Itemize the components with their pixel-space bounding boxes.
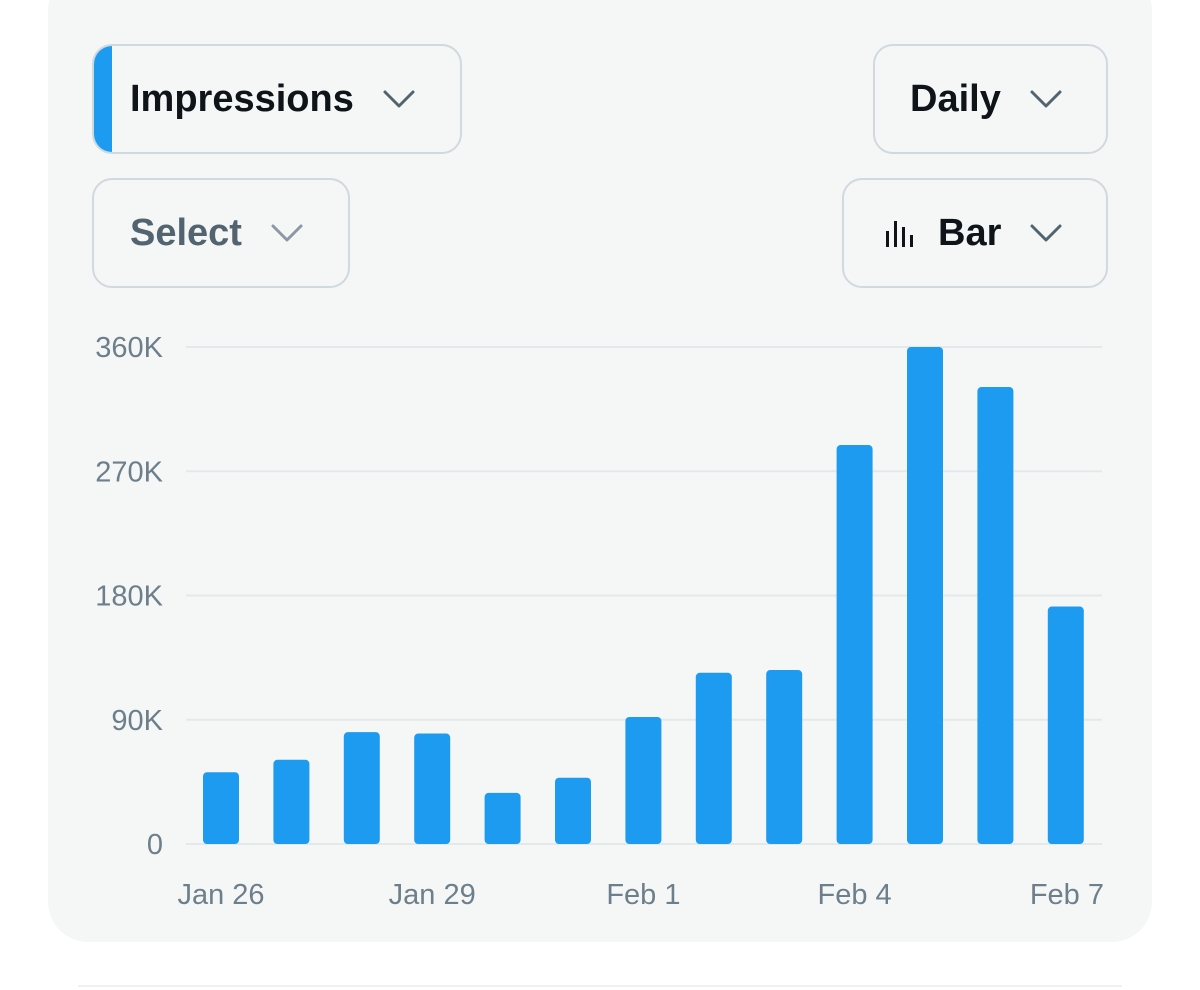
y-tick-label: 90K bbox=[111, 705, 163, 737]
chevron-down-icon bbox=[383, 90, 415, 108]
y-tick-label: 360K bbox=[95, 332, 163, 364]
bar-feb-4 bbox=[836, 445, 873, 844]
x-tick-label: Jan 26 bbox=[177, 879, 264, 911]
x-tick-label: Jan 29 bbox=[389, 879, 476, 911]
y-tick-label: 270K bbox=[95, 456, 163, 488]
metric-accent-bar bbox=[94, 46, 112, 152]
y-tick-label: 180K bbox=[95, 581, 163, 613]
metric-dropdown[interactable]: Impressions bbox=[92, 44, 462, 154]
bars bbox=[203, 347, 1084, 844]
bar-feb-1 bbox=[625, 716, 662, 844]
bar-jan-31 bbox=[555, 777, 591, 844]
bar-feb-2 bbox=[695, 672, 732, 844]
chart-type-dropdown-label: Bar bbox=[938, 211, 1002, 254]
filter-dropdown-label: Select bbox=[130, 211, 242, 254]
period-dropdown[interactable]: Daily bbox=[873, 44, 1108, 154]
bar-jan-27 bbox=[273, 759, 310, 844]
chevron-down-icon bbox=[1030, 90, 1062, 108]
bar-feb-5 bbox=[907, 347, 943, 844]
x-tick-label: Feb 1 bbox=[606, 879, 680, 911]
section-divider bbox=[78, 985, 1122, 987]
bar-chart-icon bbox=[886, 221, 913, 247]
x-axis: Jan 26 Jan 29 Feb 1 Feb 4 Feb 7 bbox=[177, 879, 1104, 911]
x-tick-label: Feb 4 bbox=[818, 879, 892, 911]
bar-jan-29 bbox=[414, 733, 451, 844]
chevron-down-icon bbox=[1030, 224, 1062, 242]
bar-jan-28 bbox=[343, 732, 380, 844]
bar-feb-7 bbox=[1047, 606, 1084, 844]
period-dropdown-label: Daily bbox=[910, 77, 1001, 120]
chevron-down-icon bbox=[271, 224, 303, 242]
bar-jan-30 bbox=[484, 792, 521, 844]
chart-type-dropdown[interactable]: Bar bbox=[842, 178, 1108, 288]
bar-feb-6 bbox=[977, 387, 1014, 844]
metric-dropdown-label: Impressions bbox=[130, 77, 354, 120]
bar-feb-3 bbox=[766, 670, 803, 844]
x-tick-label: Feb 7 bbox=[1030, 879, 1104, 911]
y-axis: 0 90K 180K 270K 360K bbox=[95, 332, 163, 861]
filter-dropdown[interactable]: Select bbox=[92, 178, 350, 288]
bar-jan-26 bbox=[203, 772, 239, 844]
y-tick-label: 0 bbox=[147, 829, 163, 861]
